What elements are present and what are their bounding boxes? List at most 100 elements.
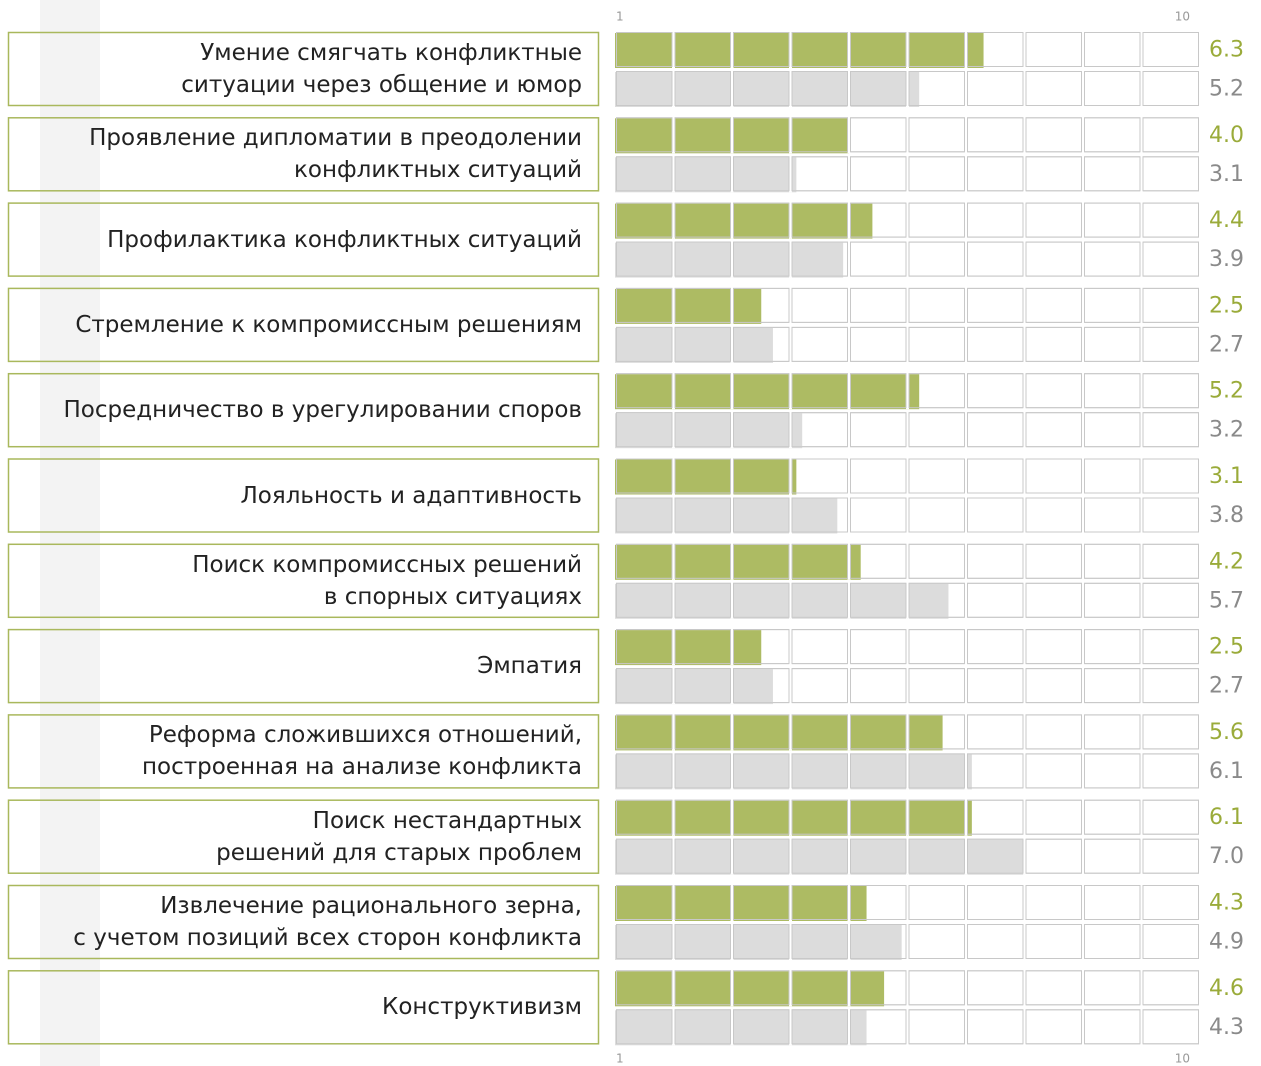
cell-gap — [789, 924, 792, 960]
cell-gap — [964, 1009, 968, 1046]
cell-outline — [616, 838, 673, 874]
cell-gap — [964, 497, 968, 534]
bar — [615, 886, 867, 921]
cell — [908, 326, 965, 362]
cell-gap — [1081, 458, 1085, 495]
cell — [1084, 838, 1141, 874]
cell-gap — [730, 497, 734, 534]
cell-gap — [1023, 714, 1026, 751]
cell-outline — [908, 970, 965, 1006]
cell-outline — [1084, 582, 1141, 618]
cell-gap — [672, 885, 675, 921]
cell-gap — [789, 629, 792, 666]
cell — [908, 970, 965, 1006]
cell — [1142, 71, 1199, 106]
cell-gap — [789, 412, 792, 449]
bar — [615, 242, 844, 278]
cell — [1025, 838, 1082, 874]
cell-gap — [847, 629, 851, 666]
cell — [967, 373, 1024, 409]
value-label: 2.5 — [1209, 293, 1244, 318]
cell — [1084, 543, 1141, 579]
cell-outline — [674, 71, 731, 106]
category-label: Поиск компромиссных решений в спорных си… — [192, 551, 582, 610]
bar — [615, 583, 949, 619]
cell-outline — [908, 497, 965, 533]
cell — [1142, 458, 1199, 494]
cell-outline — [733, 326, 790, 362]
cell-gap — [847, 924, 851, 960]
cell-outline — [850, 497, 907, 533]
cell-gap — [789, 287, 792, 324]
cell-gap — [964, 458, 968, 495]
cell-outline — [616, 373, 673, 409]
cell-outline — [1084, 714, 1141, 750]
cell-gap — [847, 373, 851, 410]
cell-gap — [789, 326, 792, 363]
cell-outline — [1025, 885, 1082, 920]
cell — [1142, 970, 1199, 1006]
cell-gap — [1023, 970, 1026, 1007]
cell-gap — [847, 71, 851, 107]
cell-gap — [789, 117, 792, 154]
cell-gap — [847, 117, 851, 154]
cell-gap — [1140, 924, 1143, 960]
cell — [1025, 753, 1082, 789]
cell-gap — [1140, 838, 1143, 875]
cell — [1084, 1009, 1141, 1045]
cell-gap — [789, 799, 792, 836]
cell-outline — [733, 32, 790, 67]
cell-gap — [672, 924, 675, 960]
cell-gap — [1140, 71, 1143, 107]
cell-gap — [789, 668, 792, 705]
cell-gap — [847, 1009, 851, 1046]
cell — [1142, 838, 1199, 874]
cell-gap — [906, 117, 909, 154]
value-label: 3.1 — [1209, 464, 1244, 489]
cell-gap — [1081, 543, 1085, 580]
bar — [615, 459, 797, 495]
cell-outline — [850, 202, 907, 238]
cell — [908, 117, 965, 153]
cell-outline — [1084, 924, 1141, 959]
cell-gap — [847, 412, 851, 449]
cell-outline — [1142, 241, 1199, 277]
cell-outline — [967, 714, 1024, 750]
cell-gap — [1023, 629, 1026, 666]
cell-gap — [964, 838, 968, 875]
cell-gap — [789, 71, 792, 107]
cell — [967, 326, 1024, 362]
cell — [1025, 241, 1082, 277]
cell-gap — [672, 1009, 675, 1046]
x-tick-label: 1 — [616, 1052, 624, 1066]
cell-outline — [616, 885, 673, 920]
cell — [791, 629, 848, 665]
cell-outline — [674, 838, 731, 874]
cell — [908, 458, 965, 494]
cell-outline — [1084, 373, 1141, 409]
cell-gap — [730, 970, 734, 1007]
cell-gap — [1081, 970, 1085, 1007]
cell — [967, 202, 1024, 238]
cell — [1025, 117, 1082, 153]
cell-outline — [1025, 924, 1082, 959]
cell-outline — [733, 287, 790, 323]
cell-gap — [1081, 326, 1085, 363]
cell-outline — [967, 287, 1024, 323]
cell-gap — [1023, 71, 1026, 107]
cell-outline — [908, 202, 965, 238]
cell-outline — [1025, 117, 1082, 153]
cell — [1142, 241, 1199, 277]
cell-gap — [1081, 202, 1085, 239]
cell — [908, 629, 965, 665]
cell-outline — [1084, 497, 1141, 533]
cell — [791, 668, 848, 704]
cell-outline — [1084, 202, 1141, 238]
cell-gap — [964, 287, 968, 324]
cell — [967, 714, 1024, 750]
value-label: 4.4 — [1209, 208, 1244, 233]
cell — [1084, 373, 1141, 409]
cell — [1084, 714, 1141, 750]
value-label: 4.2 — [1209, 549, 1244, 574]
cell-outline — [1084, 156, 1141, 192]
